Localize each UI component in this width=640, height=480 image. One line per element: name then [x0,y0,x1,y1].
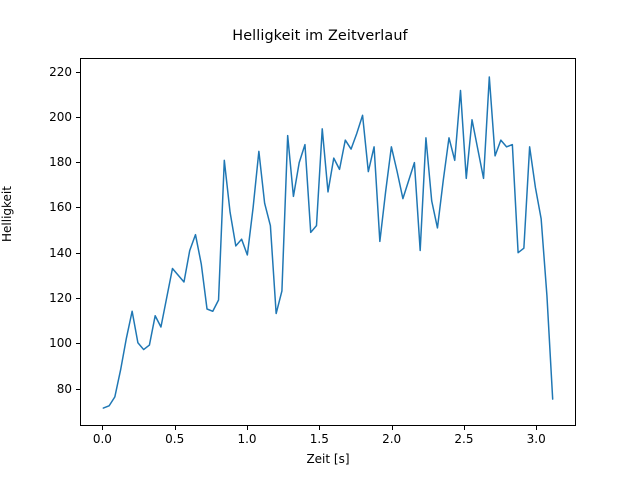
plot-area [80,58,576,426]
y-tick-mark [76,343,80,345]
x-tick-mark [463,426,465,430]
chart-title: Helligkeit im Zeitverlauf [232,28,408,44]
y-tick-mark [76,207,80,209]
x-tick-mark [102,426,104,430]
y-tick-mark [76,388,80,390]
data-line-series [102,76,554,409]
x-tick-mark [319,426,321,430]
y-tick-mark [76,298,80,300]
x-tick-mark [391,426,393,430]
y-tick-label: 120 [49,291,72,306]
x-tick-mark [536,426,538,430]
x-tick-mark [174,426,176,430]
x-tick-label: 2.0 [382,432,402,446]
y-tick-label: 80 [56,381,72,396]
series-line-helligkeit [102,76,554,409]
x-tick-label: 0.0 [92,432,112,446]
x-tick-label: 0.5 [165,432,185,446]
y-tick-label: 180 [49,155,72,170]
y-tick-mark [76,116,80,118]
x-tick-label: 2.5 [454,432,474,446]
y-tick-label: 220 [49,64,72,79]
x-axis-label: Zeit [s] [306,452,350,466]
y-tick-label: 140 [49,245,72,260]
x-tick-mark [247,426,249,430]
y-tick-label: 160 [49,200,72,215]
y-axis-tick-labels: 80 100 120 140 160 180 200 220 [0,0,72,480]
y-tick-mark [76,252,80,254]
y-tick-label: 100 [49,336,72,351]
y-tick-mark [76,162,80,164]
x-tick-label: 1.0 [237,432,257,446]
x-tick-label: 1.5 [309,432,329,446]
x-tick-label: 3.0 [526,432,546,446]
y-tick-mark [76,71,80,73]
y-tick-label: 200 [49,109,72,124]
